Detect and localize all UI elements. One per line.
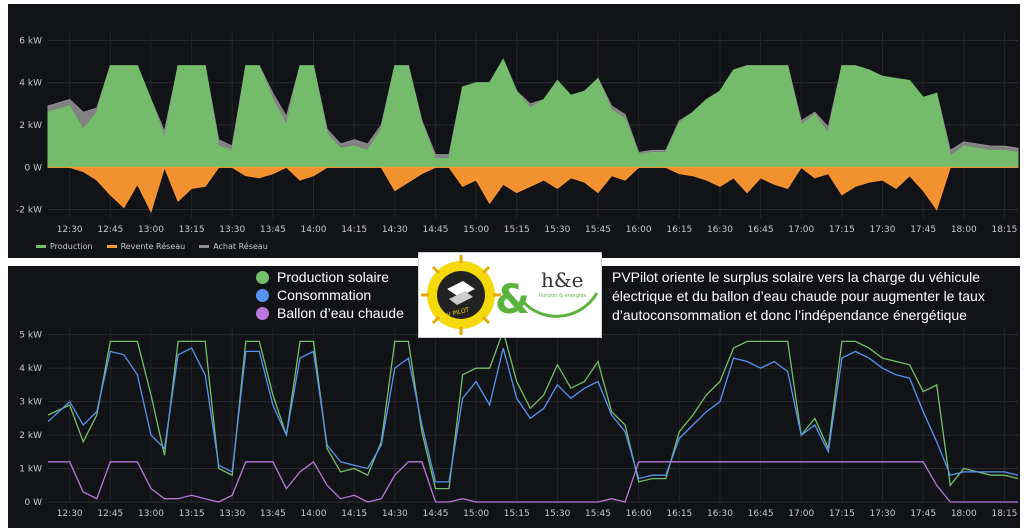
x-tick-label: 15:30 <box>544 225 570 235</box>
x-tick-label: 18:15 <box>991 225 1017 235</box>
logo-graphic: PV PILOT & h&e horizon & énergies <box>421 255 599 335</box>
x-tick-label: 12:30 <box>57 509 83 519</box>
x-tick-label: 15:15 <box>504 225 530 235</box>
x-tick-label: 14:45 <box>422 225 448 235</box>
x-tick-label: 13:45 <box>260 509 286 519</box>
legend-item-achat[interactable]: Achat Réseau <box>199 242 268 251</box>
top-chart-panel: -2 kW 0 W 2 kW 4 kW 6 kW 12:30 12:45 13:00 13:15… <box>8 4 1020 258</box>
x-tick-label: 16:00 <box>626 225 652 235</box>
caption-text: PVPilot oriente le surplus solaire vers … <box>612 269 985 323</box>
legend-label: Achat Réseau <box>213 242 268 251</box>
bottom-legend: Production solaire Consommation Ballon d… <box>256 268 404 322</box>
ampersand-icon: & <box>495 277 530 323</box>
x-tick-label: 16:15 <box>666 509 692 519</box>
x-tick-label: 12:45 <box>97 509 123 519</box>
y-tick-label: -2 kW <box>16 206 42 216</box>
x-tick-label: 13:45 <box>260 225 286 235</box>
legend-item-revente[interactable]: Revente Réseau <box>106 242 186 251</box>
x-tick-label: 13:00 <box>138 225 164 235</box>
y-tick-label: 5 kW <box>19 331 42 341</box>
sun-icon <box>421 255 501 335</box>
x-tick-label: 16:30 <box>707 225 733 235</box>
x-tick-label: 12:45 <box>97 225 123 235</box>
x-tick-label: 14:30 <box>382 509 408 519</box>
x-tick-label: 17:30 <box>870 225 896 235</box>
x-tick-label: 13:15 <box>179 225 205 235</box>
legend-label: Production <box>50 242 93 251</box>
y-tick-label: 0 W <box>25 163 43 173</box>
x-tick-label: 15:00 <box>463 509 489 519</box>
x-tick-label: 18:00 <box>951 509 977 519</box>
y-tick-label: 6 kW <box>19 36 42 46</box>
x-tick-label: 14:45 <box>422 509 448 519</box>
y-tick-label: 2 kW <box>19 431 42 441</box>
legend-item-ballon: Ballon d’eau chaude <box>256 304 404 322</box>
legend-dot-icon <box>256 270 269 284</box>
x-tick-label: 17:45 <box>910 509 936 519</box>
y-tick-label: 2 kW <box>19 121 42 131</box>
top-area-chart: -2 kW 0 W 2 kW 4 kW 6 kW 12:30 12:45 13:00 13:15… <box>16 32 1019 235</box>
x-tick-label: 15:00 <box>463 225 489 235</box>
legend-item-production[interactable]: Production <box>36 242 93 251</box>
x-tick-label: 14:15 <box>341 509 367 519</box>
legend-label: Revente Réseau <box>120 242 186 251</box>
y-tick-label: 0 W <box>25 498 43 508</box>
x-tick-label: 18:15 <box>991 509 1017 519</box>
x-tick-label: 16:00 <box>626 509 652 519</box>
brand-logo-banner: PV PILOT & h&e horizon & énergies <box>418 252 602 338</box>
legend-swatch <box>199 245 210 248</box>
series-line-production-solaire <box>47 329 1019 490</box>
x-tick-label: 14:30 <box>382 225 408 235</box>
top-legend: Production Revente Réseau Achat Réseau <box>36 242 268 251</box>
legend-item-production-solaire: Production solaire <box>256 268 404 286</box>
y-tick-label: 1 kW <box>19 465 42 475</box>
x-tick-label: 14:00 <box>301 509 327 519</box>
legend-label: Ballon d’eau chaude <box>277 305 404 321</box>
x-tick-label: 13:30 <box>219 225 245 235</box>
legend-swatch <box>106 245 117 248</box>
legend-label: Consommation <box>277 287 372 303</box>
x-tick-label: 17:30 <box>870 509 896 519</box>
x-tick-label: 16:45 <box>748 509 774 519</box>
x-tick-label: 17:00 <box>788 225 814 235</box>
series-area-revente-r-seau <box>47 165 1019 214</box>
x-tick-label: 15:15 <box>504 509 530 519</box>
y-tick-label: 4 kW <box>19 364 42 374</box>
series-line-consommation <box>47 347 1019 483</box>
legend-label: Production solaire <box>277 269 390 285</box>
legend-swatch <box>36 245 46 248</box>
x-tick-label: 15:45 <box>585 225 611 235</box>
x-tick-label: 16:30 <box>707 509 733 519</box>
x-tick-label: 13:15 <box>179 509 205 519</box>
x-tick-label: 14:00 <box>301 225 327 235</box>
x-tick-label: 15:30 <box>544 509 570 519</box>
x-tick-label: 17:15 <box>829 225 855 235</box>
x-tick-label: 17:00 <box>788 509 814 519</box>
x-tick-label: 12:30 <box>57 225 83 235</box>
y-tick-label: 3 kW <box>19 398 42 408</box>
x-tick-label: 17:15 <box>829 509 855 519</box>
x-tick-label: 18:00 <box>951 225 977 235</box>
series-line-ballon-d-eau-chaude <box>48 460 1018 503</box>
logo-text-he: h&e <box>541 268 584 292</box>
y-tick-label: 4 kW <box>19 79 42 89</box>
svg-text:&: & <box>495 277 530 323</box>
x-tick-label: 16:45 <box>748 225 774 235</box>
legend-dot-icon <box>256 288 269 302</box>
legend-item-consommation: Consommation <box>256 286 404 304</box>
series-area-production <box>47 58 1019 168</box>
x-tick-label: 14:15 <box>341 225 367 235</box>
bottom-line-chart: 0 W 1 kW 2 kW 3 kW 4 kW 5 kW 12:30 12:45 13:00 13… <box>19 328 1019 519</box>
logo-subtext: horizon & énergies <box>539 292 587 299</box>
x-tick-label: 13:00 <box>138 509 164 519</box>
x-tick-label: 15:45 <box>585 509 611 519</box>
x-tick-label: 16:15 <box>666 225 692 235</box>
x-tick-label: 13:30 <box>219 509 245 519</box>
legend-dot-icon <box>256 306 269 320</box>
x-tick-label: 17:45 <box>910 225 936 235</box>
